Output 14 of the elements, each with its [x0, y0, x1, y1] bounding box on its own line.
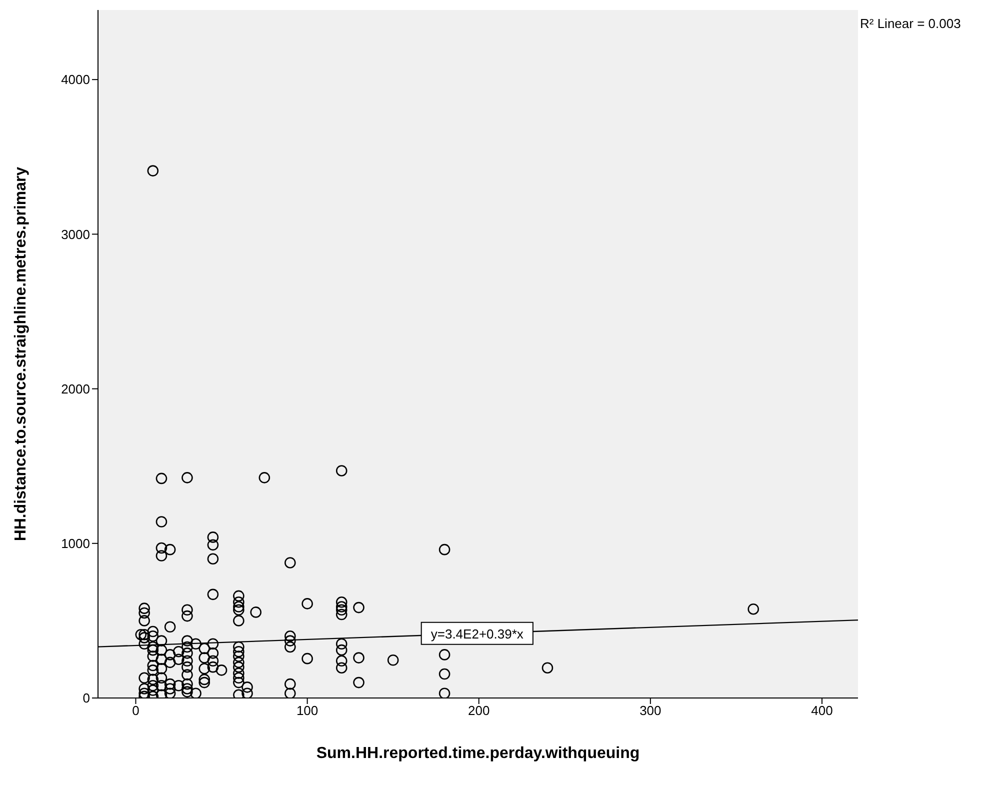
x-axis-title: Sum.HH.reported.time.perday.withqueuing: [316, 745, 640, 762]
y-tick-label: 4000: [61, 72, 90, 88]
x-tick-label: 0: [132, 703, 140, 718]
annotation: y=3.4E2+0.39*x: [430, 626, 524, 642]
y-tick-label: 0: [82, 690, 90, 706]
y-axis-title: HH.distance.to.source.straighline.metres.primary: [12, 166, 30, 542]
x-tick-label: 200: [468, 703, 490, 718]
y-tick-label: 1000: [61, 536, 90, 552]
y-tick-label: 2000: [61, 381, 90, 396]
x-tick-label: 100: [296, 703, 318, 718]
x-tick-label: 300: [640, 703, 662, 718]
text: R² Linear = 0.003: [860, 16, 961, 31]
x-tick-label: 400: [811, 703, 833, 718]
y-tick-label: 3000: [61, 226, 90, 242]
